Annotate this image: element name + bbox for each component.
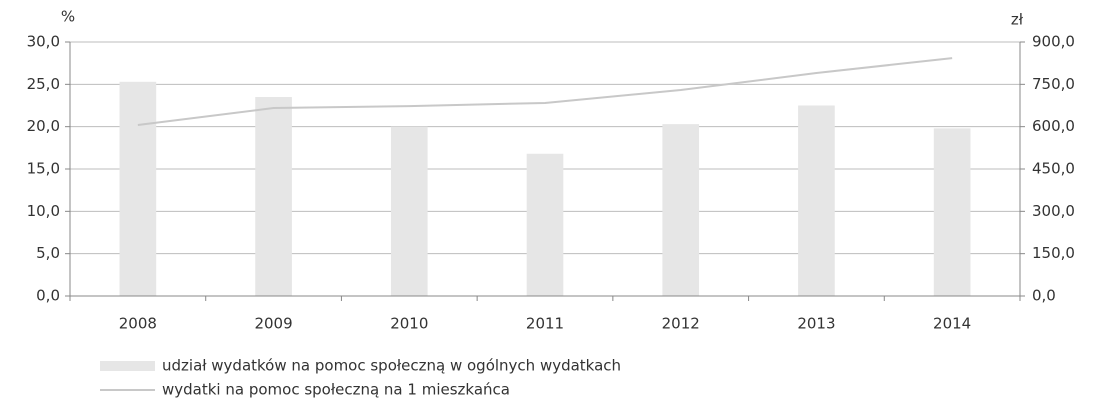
y2-tick-label: 0,0	[1032, 287, 1056, 305]
bar	[119, 81, 157, 296]
legend-swatch	[100, 361, 155, 371]
y2-tick-label: 450,0	[1032, 160, 1075, 178]
bar	[662, 124, 700, 296]
y-tick-label: 5,0	[36, 244, 60, 262]
bar	[798, 105, 835, 296]
x-tick-label: 2014	[933, 315, 971, 333]
y-tick-label: 30,0	[27, 33, 60, 51]
y-tick-label: 10,0	[27, 202, 60, 220]
x-tick-label: 2012	[662, 315, 700, 333]
bar	[255, 97, 292, 297]
y2-axis-label: zł	[1011, 11, 1024, 29]
x-tick-label: 2013	[797, 315, 835, 333]
x-tick-label: 2009	[254, 315, 292, 333]
y-tick-label: 15,0	[27, 160, 60, 178]
legend-label: udział wydatków na pomoc społeczną w ogó…	[162, 357, 621, 375]
y-tick-label: 25,0	[27, 75, 60, 93]
legend-label: wydatki na pomoc społeczną na 1 mieszkań…	[162, 381, 510, 399]
y2-tick-label: 150,0	[1032, 244, 1075, 262]
line	[137, 57, 953, 126]
bar	[526, 153, 564, 296]
y-axis-label: %	[61, 8, 75, 26]
y2-tick-label: 300,0	[1032, 202, 1075, 220]
x-tick-label: 2008	[119, 315, 157, 333]
y-tick-label: 0,0	[36, 287, 60, 305]
y2-tick-label: 600,0	[1032, 117, 1075, 135]
y2-tick-label: 750,0	[1032, 75, 1075, 93]
y-tick-label: 20,0	[27, 117, 60, 135]
x-tick-label: 2011	[526, 315, 564, 333]
bar	[933, 128, 971, 296]
x-tick-label: 2010	[390, 315, 428, 333]
bar	[390, 126, 428, 297]
y2-tick-label: 900,0	[1032, 33, 1075, 51]
